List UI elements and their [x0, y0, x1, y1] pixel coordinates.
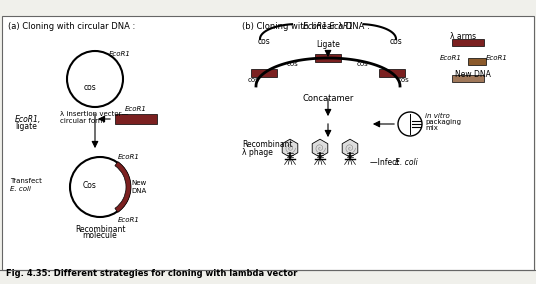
- Text: packaging: packaging: [425, 119, 461, 125]
- Text: mix: mix: [425, 125, 438, 131]
- Text: cos: cos: [390, 37, 403, 45]
- Text: EcoR1: EcoR1: [109, 51, 131, 57]
- Text: cos: cos: [357, 61, 369, 67]
- FancyBboxPatch shape: [468, 58, 486, 65]
- Text: (a) Cloning with circular DNA :: (a) Cloning with circular DNA :: [8, 22, 135, 31]
- Polygon shape: [342, 139, 358, 157]
- Polygon shape: [312, 139, 328, 157]
- Text: EcoR1 EcoR1: EcoR1 EcoR1: [303, 22, 353, 30]
- Text: (b) Cloning with linear λ DNA :: (b) Cloning with linear λ DNA :: [242, 22, 370, 31]
- Text: EcoR1: EcoR1: [118, 217, 140, 223]
- Text: λ arms: λ arms: [450, 32, 476, 41]
- Text: cos: cos: [287, 61, 299, 67]
- Text: E. coli: E. coli: [10, 186, 31, 192]
- FancyBboxPatch shape: [452, 39, 484, 46]
- Text: New: New: [131, 180, 146, 186]
- Text: molecule: molecule: [83, 231, 117, 241]
- FancyBboxPatch shape: [251, 69, 277, 77]
- Text: λ insertion vector—: λ insertion vector—: [60, 111, 129, 117]
- Text: Concatamer: Concatamer: [302, 94, 354, 103]
- Wedge shape: [115, 162, 131, 212]
- Text: Cos: Cos: [83, 181, 97, 189]
- Text: Fig. 4.35: Different strategies for cloning with lambda vector: Fig. 4.35: Different strategies for clon…: [6, 270, 297, 279]
- Text: EcoR1: EcoR1: [125, 106, 147, 112]
- Text: New DNA: New DNA: [455, 70, 491, 78]
- Text: cos: cos: [398, 77, 410, 83]
- FancyBboxPatch shape: [2, 16, 534, 270]
- Text: cos: cos: [258, 37, 270, 45]
- Text: Recombinant: Recombinant: [75, 224, 125, 233]
- Text: Transfect: Transfect: [10, 178, 42, 184]
- Text: λ phage: λ phage: [242, 147, 273, 156]
- Text: EcoR1: EcoR1: [440, 55, 462, 61]
- Text: —Infect: —Infect: [370, 158, 402, 166]
- FancyBboxPatch shape: [452, 75, 484, 82]
- FancyBboxPatch shape: [379, 69, 405, 77]
- Text: E. coli: E. coli: [395, 158, 418, 166]
- Text: cos: cos: [84, 82, 96, 91]
- Polygon shape: [282, 139, 298, 157]
- Text: circular form: circular form: [60, 118, 105, 124]
- FancyBboxPatch shape: [115, 114, 157, 124]
- Text: EcoR1,: EcoR1,: [15, 114, 41, 124]
- FancyBboxPatch shape: [315, 54, 341, 62]
- Text: EcoR1: EcoR1: [118, 154, 140, 160]
- Text: Recombinant: Recombinant: [242, 139, 293, 149]
- Text: in vitro: in vitro: [425, 113, 450, 119]
- Text: cos: cos: [248, 77, 260, 83]
- Text: DNA: DNA: [131, 188, 146, 194]
- Text: Ligate: Ligate: [316, 39, 340, 49]
- Text: ligate: ligate: [15, 122, 37, 131]
- Text: EcoR1: EcoR1: [486, 55, 508, 61]
